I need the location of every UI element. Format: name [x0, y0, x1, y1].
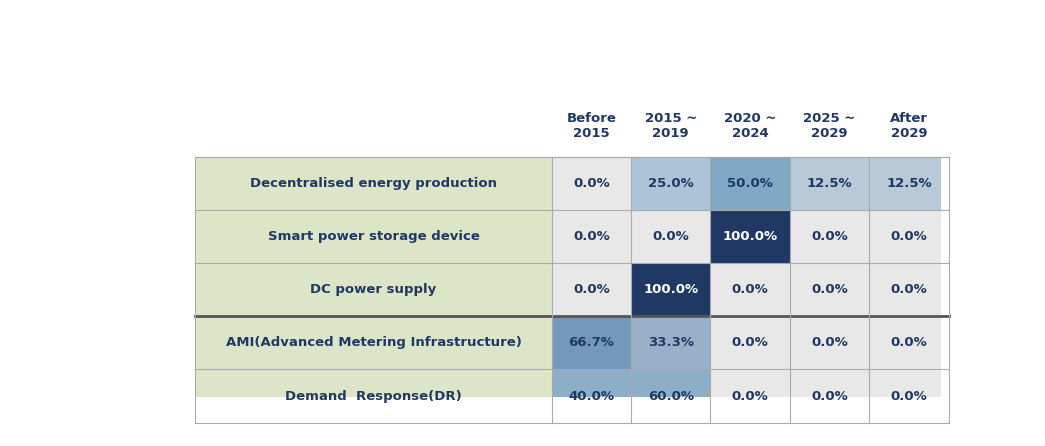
Text: 0.0%: 0.0%: [573, 283, 610, 296]
Bar: [631, 316, 711, 369]
Text: 2020 ~
2024: 2020 ~ 2024: [724, 112, 776, 140]
Text: DC power supply: DC power supply: [310, 283, 437, 296]
Text: 0.0%: 0.0%: [811, 390, 847, 403]
Text: 33.3%: 33.3%: [648, 336, 694, 349]
Bar: [790, 369, 869, 423]
Text: 0.0%: 0.0%: [811, 230, 847, 243]
Text: 60.0%: 60.0%: [648, 390, 694, 403]
Text: 0.0%: 0.0%: [732, 336, 768, 349]
Text: AMI(Advanced Metering Infrastructure): AMI(Advanced Metering Infrastructure): [226, 336, 521, 349]
Text: After
2029: After 2029: [890, 112, 928, 140]
Bar: [631, 369, 711, 423]
Bar: [631, 157, 711, 210]
Text: 0.0%: 0.0%: [652, 230, 690, 243]
Text: 0.0%: 0.0%: [890, 390, 927, 403]
Text: 0.0%: 0.0%: [732, 390, 768, 403]
Text: 40.0%: 40.0%: [568, 390, 614, 403]
Text: 0.0%: 0.0%: [732, 283, 768, 296]
Bar: [869, 316, 949, 369]
Text: Decentralised energy production: Decentralised energy production: [250, 177, 497, 190]
Bar: [711, 263, 790, 316]
Bar: [790, 157, 869, 210]
Text: 66.7%: 66.7%: [568, 336, 614, 349]
Bar: [711, 157, 790, 210]
Bar: [552, 210, 631, 263]
Text: 12.5%: 12.5%: [886, 177, 932, 190]
Text: 0.0%: 0.0%: [890, 283, 927, 296]
Text: 25.0%: 25.0%: [648, 177, 694, 190]
Text: Demand  Response(DR): Demand Response(DR): [285, 390, 462, 403]
Text: 12.5%: 12.5%: [807, 177, 853, 190]
Bar: [869, 369, 949, 423]
Bar: [790, 263, 869, 316]
Text: 0.0%: 0.0%: [573, 177, 610, 190]
Bar: [631, 263, 711, 316]
Bar: [631, 210, 711, 263]
Text: Before
2015: Before 2015: [566, 112, 617, 140]
Bar: [711, 316, 790, 369]
Text: 0.0%: 0.0%: [890, 336, 927, 349]
Text: 2025 ~
2029: 2025 ~ 2029: [804, 112, 856, 140]
Bar: [552, 263, 631, 316]
Text: 100.0%: 100.0%: [722, 230, 777, 243]
Bar: [869, 210, 949, 263]
Bar: [869, 157, 949, 210]
Text: 50.0%: 50.0%: [727, 177, 773, 190]
Bar: [552, 157, 631, 210]
Bar: [552, 369, 631, 423]
Bar: [790, 316, 869, 369]
Text: 0.0%: 0.0%: [811, 283, 847, 296]
Bar: [552, 316, 631, 369]
Bar: [711, 369, 790, 423]
Bar: [711, 210, 790, 263]
Text: 100.0%: 100.0%: [644, 283, 698, 296]
Text: 0.0%: 0.0%: [573, 230, 610, 243]
Bar: [869, 263, 949, 316]
Bar: [790, 210, 869, 263]
Text: 2015 ~
2019: 2015 ~ 2019: [645, 112, 697, 140]
Text: 0.0%: 0.0%: [811, 336, 847, 349]
Text: 0.0%: 0.0%: [890, 230, 927, 243]
Text: Smart power storage device: Smart power storage device: [268, 230, 480, 243]
